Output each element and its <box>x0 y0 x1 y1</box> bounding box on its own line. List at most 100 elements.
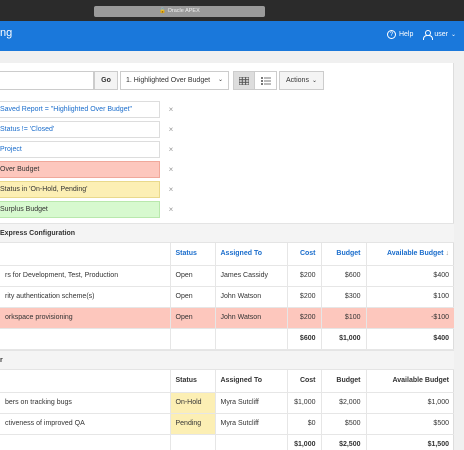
col-header-assigned[interactable]: Assigned To <box>215 243 288 266</box>
totals-spacer <box>215 434 288 450</box>
help-label: Help <box>398 31 414 38</box>
col-header-budget[interactable]: Budget <box>321 370 367 393</box>
actions-label: Actions <box>286 77 309 84</box>
col-header-cost[interactable]: Cost <box>287 243 322 266</box>
filter-row: Status in 'On-Hold, Pending' × <box>0 180 454 200</box>
user-menu[interactable]: user ⌄ <box>423 30 456 40</box>
status-cell: Pending <box>170 413 216 435</box>
totals-spacer <box>215 328 288 350</box>
detail-view-icon <box>260 76 271 85</box>
saved-report-select[interactable]: 1. Highlighted Over Budget ⌄ <box>120 71 229 90</box>
report-table: Status Assigned To Cost Budget Available… <box>0 370 454 450</box>
task-cell: bers on tracking bugs <box>0 392 171 414</box>
cost-cell: $200 <box>287 286 322 308</box>
app-header: ng ? Help user ⌄ <box>0 21 464 51</box>
sort-down-icon: ↓ <box>445 250 450 258</box>
col-header-cost[interactable]: Cost <box>287 370 322 393</box>
cost-cell: $0 <box>287 413 322 435</box>
group-header: Express Configuration <box>0 223 454 243</box>
table-header-row: Status Assigned To Cost Budget Available… <box>0 370 454 393</box>
app-title[interactable]: ng <box>0 27 13 39</box>
filter-row: Status != 'Closed' × <box>0 120 454 140</box>
budget-cell: $600 <box>321 265 367 287</box>
detail-view-button[interactable] <box>255 71 277 90</box>
assigned-cell: James Cassidy <box>215 265 288 287</box>
search-input[interactable] <box>0 71 94 90</box>
table-row: bers on tracking bugs On-Hold Myra Sutcl… <box>0 392 454 414</box>
col-header-available[interactable]: Available Budget <box>366 370 454 393</box>
close-icon[interactable]: × <box>168 185 174 194</box>
totals-spacer <box>170 328 216 350</box>
col-header-status[interactable]: Status <box>170 370 216 393</box>
close-icon[interactable]: × <box>168 205 174 214</box>
close-icon[interactable]: × <box>168 145 174 154</box>
filter-status-hold[interactable]: Status in 'On-Hold, Pending' <box>0 181 160 198</box>
available-cell: $400 <box>366 265 454 287</box>
total-budget: $1,000 <box>321 328 367 350</box>
available-cell: -$100 <box>366 307 454 329</box>
table-row-over-budget: orkspace provisioning Open John Watson $… <box>0 307 454 329</box>
filter-over-budget[interactable]: Over Budget <box>0 161 160 178</box>
lock-icon: 🔒 <box>159 8 167 14</box>
cost-cell: $1,000 <box>287 392 322 414</box>
col-header-budget[interactable]: Budget <box>321 243 367 266</box>
assigned-cell: John Watson <box>215 286 288 308</box>
task-cell: rs for Development, Test, Production <box>0 265 171 287</box>
user-label: user <box>434 31 448 38</box>
close-icon[interactable]: × <box>168 165 174 174</box>
task-cell: orkspace provisioning <box>0 307 171 329</box>
filter-saved-report[interactable]: Saved Report = "Highlighted Over Budget" <box>0 101 160 118</box>
available-cell: $100 <box>366 286 454 308</box>
assigned-cell: Myra Sutcliff <box>215 392 288 414</box>
col-header-task <box>0 243 171 266</box>
filter-row: Saved Report = "Highlighted Over Budget"… <box>0 100 454 120</box>
url-bar[interactable]: 🔒 Oracle APEX <box>94 6 265 17</box>
close-icon[interactable]: × <box>168 125 174 134</box>
interactive-report: Go 1. Highlighted Over Budget ⌄ Actions ⌄… <box>0 63 454 450</box>
col-header-available[interactable]: Available Budget ↓ <box>366 243 454 266</box>
go-button[interactable]: Go <box>94 71 118 90</box>
help-link[interactable]: ? Help <box>386 30 414 39</box>
status-cell: On-Hold <box>170 392 216 414</box>
filter-surplus[interactable]: Surplus Budget <box>0 201 160 218</box>
assigned-cell: Myra Sutcliff <box>215 413 288 435</box>
col-header-available-label: Available Budget <box>386 250 444 258</box>
budget-cell: $300 <box>321 286 367 308</box>
cost-cell: $200 <box>287 265 322 287</box>
group-header: r <box>0 350 454 370</box>
task-cell: rity authentication scheme(s) <box>0 286 171 308</box>
totals-spacer <box>170 434 216 450</box>
report-toolbar: Go 1. Highlighted Over Budget ⌄ Actions ⌄ <box>0 68 454 93</box>
saved-report-value: 1. Highlighted Over Budget <box>126 77 211 84</box>
grid-view-button[interactable] <box>233 71 255 90</box>
filter-project[interactable]: Project <box>0 141 160 158</box>
total-available: $400 <box>366 328 454 350</box>
filter-row: Over Budget × <box>0 160 454 180</box>
chevron-down-icon: ⌄ <box>217 77 223 83</box>
chevron-down-icon: ⌄ <box>450 32 456 38</box>
col-header-status[interactable]: Status <box>170 243 216 266</box>
close-icon[interactable]: × <box>168 105 174 114</box>
assigned-cell: John Watson <box>215 307 288 329</box>
available-cell: $500 <box>366 413 454 435</box>
budget-cell: $2,000 <box>321 392 367 414</box>
table-row: ctiveness of improved QA Pending Myra Su… <box>0 413 454 435</box>
col-header-assigned[interactable]: Assigned To <box>215 370 288 393</box>
filter-status[interactable]: Status != 'Closed' <box>0 121 160 138</box>
actions-menu-button[interactable]: Actions ⌄ <box>279 71 324 90</box>
available-cell: $1,000 <box>366 392 454 414</box>
total-cost: $600 <box>287 328 322 350</box>
table-header-row: Status Assigned To Cost Budget Available… <box>0 243 454 266</box>
totals-spacer <box>0 328 171 350</box>
table-row: rity authentication scheme(s) Open John … <box>0 286 454 308</box>
grid-view-icon <box>239 76 249 85</box>
report-table: Status Assigned To Cost Budget Available… <box>0 243 454 350</box>
browser-titlebar: 🔒 Oracle APEX <box>0 0 464 21</box>
totals-row: $600 $1,000 $400 <box>0 328 454 350</box>
chevron-down-icon: ⌄ <box>311 78 317 84</box>
cost-cell: $200 <box>287 307 322 329</box>
col-header-task <box>0 370 171 393</box>
user-icon <box>423 30 434 40</box>
total-cost: $1,000 <box>287 434 322 450</box>
page-body: Go 1. Highlighted Over Budget ⌄ Actions ⌄… <box>0 51 464 450</box>
